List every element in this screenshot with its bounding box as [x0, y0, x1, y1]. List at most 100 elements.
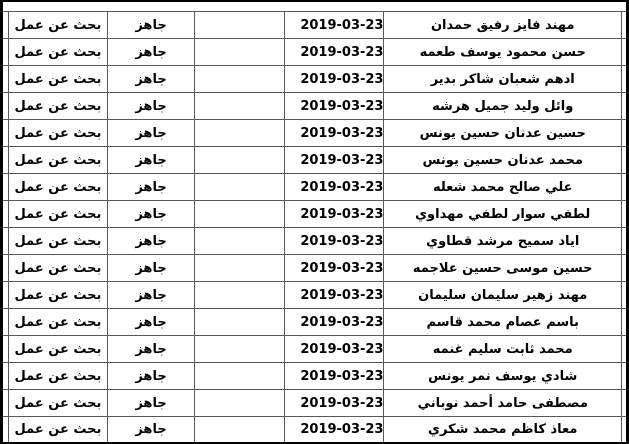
date-cell: 2019-03-23: [283, 119, 385, 147]
notes-cell: [194, 389, 285, 417]
table-row: علي صالح محمد شعله 2019-03-23 جاهز بحث ع…: [0, 173, 629, 201]
availability-cell: جاهز: [106, 227, 196, 255]
availability-cell: جاهز: [106, 92, 196, 120]
table-row: وائل وليد جميل هرشه 2019-03-23 جاهز بحث …: [0, 92, 629, 120]
table-row: مصطفى حامد أحمد نوباني 2019-03-23 جاهز ب…: [0, 389, 629, 417]
spacer-cell-right: [620, 416, 629, 444]
spacer-cell-right: [620, 200, 629, 228]
status-cell: بحث عن عمل: [8, 92, 108, 120]
name-cell: محمد عدنان حسين يونس: [383, 146, 622, 174]
spacer-cell-left: [0, 200, 10, 228]
spacer-cell-left: [0, 254, 10, 282]
table-row: لطفي سوار لطفي مهداوي 2019-03-23 جاهز بح…: [0, 200, 629, 228]
spacer-cell-right: [620, 362, 629, 390]
availability-cell: جاهز: [106, 281, 196, 309]
date-cell: 2019-03-23: [283, 173, 385, 201]
table-row: حسين عدنان حسين يونس 2019-03-23 جاهز بحث…: [0, 119, 629, 147]
date-cell: 2019-03-23: [283, 335, 385, 363]
name-cell: مصطفى حامد أحمد نوباني: [383, 389, 622, 417]
spacer-cell-right: [620, 92, 629, 120]
name-cell: مهند فايز رفيق حمدان: [383, 11, 622, 39]
date-cell: 2019-03-23: [283, 146, 385, 174]
spacer-cell-right: [620, 308, 629, 336]
availability-cell: جاهز: [106, 173, 196, 201]
spacer-cell-left: [0, 38, 10, 66]
status-cell: بحث عن عمل: [8, 389, 108, 417]
availability-cell: جاهز: [106, 254, 196, 282]
name-cell: وائل وليد جميل هرشه: [383, 92, 622, 120]
status-cell: بحث عن عمل: [8, 254, 108, 282]
status-cell: بحث عن عمل: [8, 200, 108, 228]
spacer-cell-left: [0, 281, 10, 309]
date-cell: 2019-03-23: [283, 38, 385, 66]
status-cell: بحث عن عمل: [8, 416, 108, 444]
availability-cell: جاهز: [106, 362, 196, 390]
table-row: باسم عصام محمد قاسم 2019-03-23 جاهز بحث …: [0, 308, 629, 336]
notes-cell: [194, 146, 285, 174]
table-row: معاذ كاظم محمد شكري 2019-03-23 جاهز بحث …: [0, 416, 629, 444]
notes-cell: [194, 38, 285, 66]
table-row: مهند فايز رفيق حمدان 2019-03-23 جاهز بحث…: [0, 11, 629, 39]
status-cell: بحث عن عمل: [8, 119, 108, 147]
date-cell: 2019-03-23: [283, 389, 385, 417]
availability-cell: جاهز: [106, 389, 196, 417]
notes-cell: [194, 335, 285, 363]
notes-cell: [194, 119, 285, 147]
spacer-cell-right: [620, 119, 629, 147]
name-cell: حسين عدنان حسين يونس: [383, 119, 622, 147]
spacer-cell-left: [0, 92, 10, 120]
name-cell: شادي يوسف نمر يونس: [383, 362, 622, 390]
date-cell: 2019-03-23: [283, 281, 385, 309]
spacer-cell-right: [620, 254, 629, 282]
name-cell: لطفي سوار لطفي مهداوي: [383, 200, 622, 228]
spacer-cell-left: [0, 65, 10, 93]
spacer-cell-left: [0, 146, 10, 174]
spacer-cell-left: [0, 416, 10, 444]
spacer-cell-left: [0, 11, 10, 39]
name-cell: مهند زهير سليمان سليمان: [383, 281, 622, 309]
empty-top-cell: [1, 0, 628, 12]
availability-cell: جاهز: [106, 38, 196, 66]
name-cell: اياد سميح مرشد قطاوي: [383, 227, 622, 255]
notes-cell: [194, 416, 285, 444]
spacer-cell-right: [620, 146, 629, 174]
notes-cell: [194, 362, 285, 390]
notes-cell: [194, 254, 285, 282]
name-cell: ادهم شعبان شاكر بدير: [383, 65, 622, 93]
notes-cell: [194, 281, 285, 309]
notes-cell: [194, 173, 285, 201]
spacer-cell-left: [0, 389, 10, 417]
spacer-cell-left: [0, 335, 10, 363]
table-row: اياد سميح مرشد قطاوي 2019-03-23 جاهز بحث…: [0, 227, 629, 255]
status-cell: بحث عن عمل: [8, 335, 108, 363]
spacer-cell-left: [0, 173, 10, 201]
notes-cell: [194, 308, 285, 336]
status-cell: بحث عن عمل: [8, 173, 108, 201]
status-cell: بحث عن عمل: [8, 65, 108, 93]
spacer-cell-left: [0, 119, 10, 147]
spacer-cell-left: [0, 362, 10, 390]
status-cell: بحث عن عمل: [8, 227, 108, 255]
table-row: حسن محمود يوسف طعمه 2019-03-23 جاهز بحث …: [0, 38, 629, 66]
status-cell: بحث عن عمل: [8, 281, 108, 309]
table-row: محمد ثابت سليم غنمه 2019-03-23 جاهز بحث …: [0, 335, 629, 363]
notes-cell: [194, 200, 285, 228]
notes-cell: [194, 227, 285, 255]
spacer-cell-right: [620, 11, 629, 39]
availability-cell: جاهز: [106, 200, 196, 228]
name-cell: محمد ثابت سليم غنمه: [383, 335, 622, 363]
notes-cell: [194, 92, 285, 120]
spacer-cell-right: [620, 389, 629, 417]
table-row: ادهم شعبان شاكر بدير 2019-03-23 جاهز بحث…: [0, 65, 629, 93]
date-cell: 2019-03-23: [283, 416, 385, 444]
status-cell: بحث عن عمل: [8, 11, 108, 39]
availability-cell: جاهز: [106, 119, 196, 147]
status-cell: بحث عن عمل: [8, 308, 108, 336]
date-cell: 2019-03-23: [283, 11, 385, 39]
notes-cell: [194, 11, 285, 39]
availability-cell: جاهز: [106, 65, 196, 93]
name-cell: حسن محمود يوسف طعمه: [383, 38, 622, 66]
